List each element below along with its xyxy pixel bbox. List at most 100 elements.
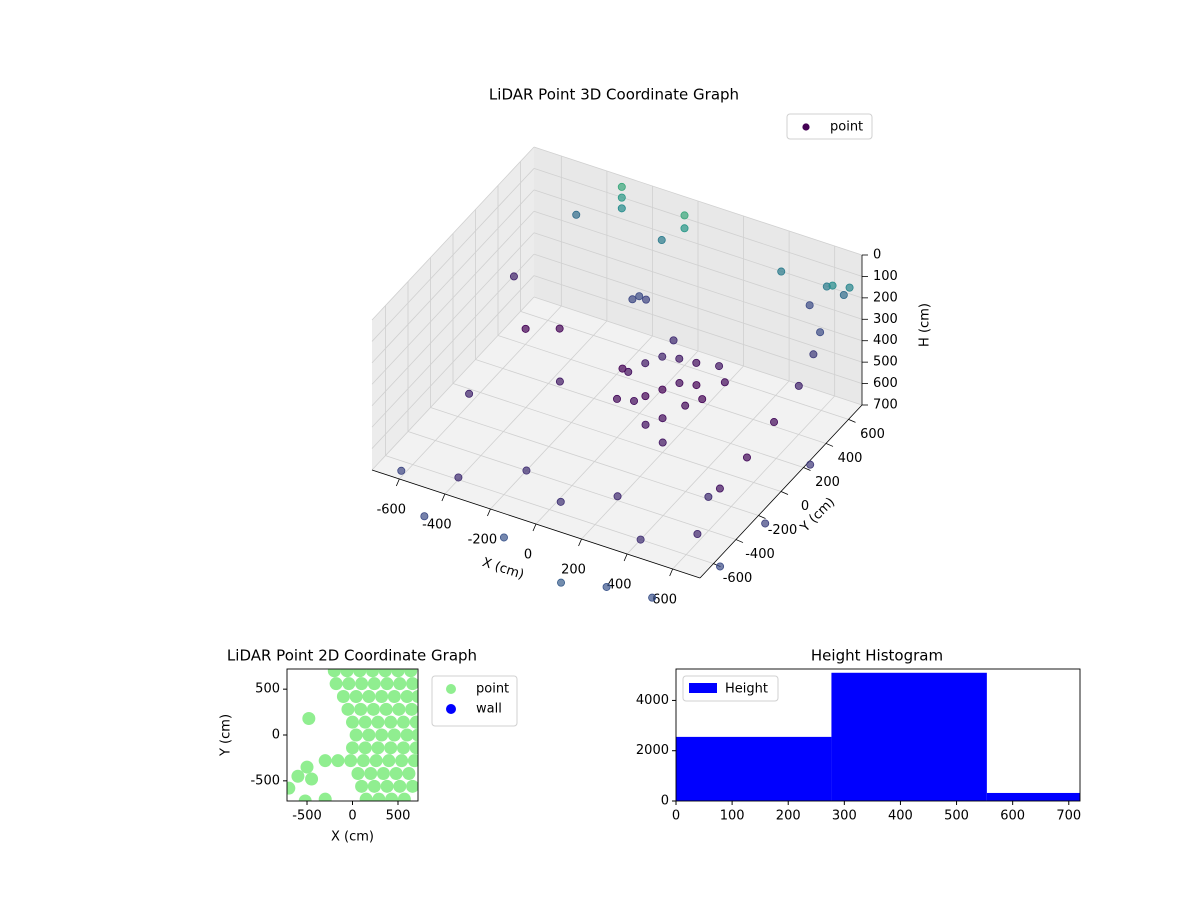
point [658, 352, 667, 361]
x-tick-label: 100 [720, 809, 745, 824]
point [369, 754, 383, 768]
point [327, 669, 341, 678]
point [715, 362, 724, 371]
z-tick-label: 300 [873, 312, 898, 327]
plot-histogram: 0 100 200 300 400 500 600 700 0 2000 4000 Height [636, 668, 1081, 824]
y-tick-label: 0 [661, 794, 669, 809]
point [356, 754, 370, 768]
tick-mark [623, 553, 628, 562]
bar [676, 736, 832, 801]
y-tick-label: -500 [250, 773, 280, 788]
grid-line [533, 189, 863, 299]
point [658, 385, 667, 394]
point [376, 767, 390, 780]
y-tick-label: 2000 [636, 743, 669, 758]
point [406, 677, 418, 691]
points [287, 669, 418, 801]
point [355, 677, 369, 691]
point [816, 328, 825, 337]
point [367, 677, 381, 691]
bars [676, 672, 1080, 801]
point [742, 453, 751, 462]
y-tick-label: 400 [838, 451, 863, 466]
point [349, 690, 363, 703]
point [362, 728, 376, 742]
point [618, 364, 627, 373]
grid-line [371, 232, 535, 406]
point [379, 702, 393, 716]
grid-line [371, 168, 535, 342]
point [658, 414, 667, 423]
x-tick-label: 700 [1056, 809, 1081, 824]
x-tick-label: -500 [292, 809, 322, 824]
y-tick-label: 0 [801, 499, 809, 514]
point [397, 792, 411, 801]
legend-marker [446, 704, 456, 714]
point [641, 392, 650, 401]
z-tick-label: 600 [873, 376, 898, 391]
x-tick-label: 0 [348, 809, 356, 824]
point [680, 211, 689, 220]
point [839, 291, 848, 300]
x-axis-label: X (cm) [480, 555, 526, 583]
point [613, 492, 622, 501]
point [382, 754, 396, 768]
axes-frame [675, 668, 1081, 802]
point [318, 792, 332, 801]
grid-line [533, 146, 863, 256]
legend-label: point [830, 120, 863, 135]
point [805, 301, 814, 310]
y-axis-line [699, 404, 863, 579]
point [359, 792, 373, 801]
grid-line [452, 383, 782, 492]
grid-line [475, 359, 804, 468]
x-tick-label: 200 [776, 809, 801, 824]
plot-2d: -500 0 500 -500 0 500 X (cm) Y (cm) point wall [219, 668, 518, 845]
point [521, 324, 530, 333]
point [557, 578, 566, 587]
point [393, 779, 407, 793]
tick-mark [669, 568, 674, 577]
point [556, 497, 565, 506]
tick-mark [848, 419, 856, 423]
point [635, 292, 644, 301]
x-tick-label: 0 [672, 809, 680, 824]
x-tick-label: -200 [468, 533, 498, 548]
point [794, 381, 803, 390]
point [396, 715, 410, 729]
grid-line [533, 296, 863, 406]
grid-line [533, 210, 863, 320]
point [642, 295, 651, 304]
point [300, 760, 314, 774]
point [715, 484, 724, 493]
point [465, 389, 474, 398]
x-tick-label: 0 [524, 548, 532, 563]
y-tick-label: -400 [745, 547, 775, 562]
point [658, 438, 667, 447]
y-tick-label: 500 [255, 682, 280, 697]
point [397, 466, 406, 475]
x-tick-label: 200 [561, 563, 586, 578]
y-axis-label: Y (cm) [219, 714, 234, 757]
z-tick-label: 0 [873, 248, 881, 263]
point [613, 394, 622, 403]
point [364, 767, 378, 780]
point [362, 690, 376, 703]
legend-marker [689, 683, 717, 693]
plot-3d: -600-400-2000200400600-600-400-200020040… [371, 113, 933, 608]
point [346, 741, 359, 755]
point [404, 669, 418, 678]
point [378, 669, 392, 678]
point [375, 728, 389, 742]
point [393, 677, 407, 691]
point [346, 715, 359, 729]
point [387, 690, 401, 703]
y-tick-label: 0 [272, 728, 280, 743]
point [406, 779, 418, 793]
point [358, 741, 372, 755]
y-tick-label: 200 [815, 475, 840, 490]
point [648, 593, 657, 602]
point [384, 741, 398, 755]
point [341, 702, 355, 716]
